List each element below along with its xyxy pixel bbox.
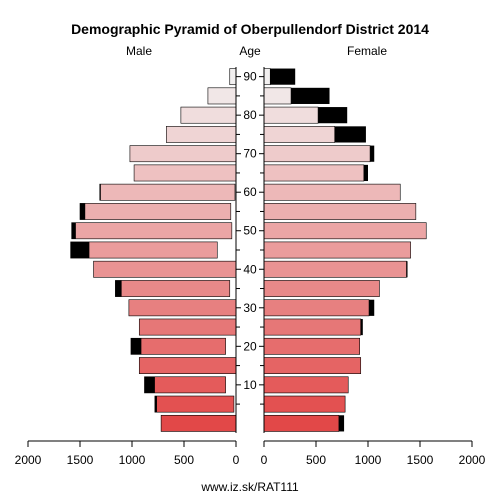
female-surplus-70-74 [370,145,375,162]
male-bar-25-29 [138,318,237,336]
male-bar-0-4 [160,414,237,432]
male-label: Male [126,44,152,58]
female-bar-35-39 [263,280,380,297]
male-bar-15-19 [138,357,237,374]
age-tick-label: 90 [243,70,257,84]
male-surplus-10-14 [144,376,155,393]
female-surplus-0-4 [338,415,345,432]
chart-title: Demographic Pyramid of Oberpullendorf Di… [71,21,429,37]
female-bar-85-89 [263,87,292,105]
age-label: Age [239,44,261,58]
male-surplus-20-24 [130,338,142,355]
male-x-tick-label: 1000 [119,453,146,467]
female-bar-55-59 [263,203,417,220]
female-surplus-30-34 [369,299,375,316]
male-x-tick-label: 0 [233,453,240,467]
male-surplus-60-64 [99,184,101,201]
male-x-tick-label: 500 [174,453,194,467]
age-tick-label: 80 [243,108,257,122]
footer-url: www.iz.sk/RAT111 [200,480,299,494]
female-bar-25-29 [263,318,362,336]
female-x-tick-label: 2000 [459,453,486,467]
female-x-tick-label: 0 [261,453,268,467]
age-axis: 10 20 30 40 50 60 70 80 90 [235,67,265,433]
male-bar-65-69 [133,164,237,182]
female-bar-75-79 [263,126,336,143]
male-bar-50-54 [71,222,233,240]
male-bar-5-9 [154,395,235,413]
female-bar-70-74 [263,145,371,163]
age-tick-label: 20 [243,339,257,353]
female-bars [263,68,427,432]
age-tick-label: 40 [243,262,257,276]
male-bar-10-14 [144,376,226,394]
female-bar-15-19 [263,357,362,374]
male-bar-90+ [229,68,237,86]
female-label: Female [347,44,387,58]
male-bar-30-34 [128,299,237,317]
female-bar-65-69 [263,164,365,182]
female-bar-80-84 [263,106,319,124]
female-bar-0-4 [263,414,340,432]
female-bar-50-54 [263,222,427,240]
female-bar-20-24 [263,337,360,355]
male-surplus-50-54 [71,222,76,239]
female-surplus-80-84 [318,107,348,124]
male-bars [70,68,237,432]
age-tick-label: 60 [243,185,257,199]
male-x-tick-label: 2000 [15,453,42,467]
male-bar-45-49 [70,241,218,259]
female-x-tick-label: 500 [306,453,326,467]
male-surplus-5-9 [154,396,157,413]
male-bar-55-59 [79,203,232,220]
female-surplus-40-44 [406,261,408,278]
age-tick-label: 30 [243,301,257,315]
x-axis-male: 0 500 1000 1500 2000 [15,440,240,467]
male-bar-75-79 [166,126,237,143]
male-x-tick-label: 1500 [67,453,94,467]
male-bar-20-24 [130,337,226,355]
age-tick-label: 10 [243,378,257,392]
female-surplus-25-29 [360,318,363,336]
female-bar-60-64 [263,183,401,201]
male-bar-70-74 [129,145,237,163]
age-tick-label: 70 [243,147,257,161]
female-surplus-65-69 [363,164,368,182]
male-bar-40-44 [93,260,237,278]
female-bar-30-34 [263,299,370,317]
female-bar-5-9 [263,395,346,413]
female-surplus-85-89 [291,87,330,104]
male-bar-85-89 [207,87,237,105]
male-bar-60-64 [99,183,236,201]
age-tick-label: 50 [243,224,257,238]
female-surplus-75-79 [334,126,366,143]
male-bar-80-84 [180,106,237,124]
male-surplus-35-39 [115,280,122,297]
male-surplus-45-49 [70,241,90,259]
female-bar-90+ [263,68,271,86]
female-x-tick-label: 1500 [407,453,434,467]
female-surplus-90+ [270,68,296,85]
female-bar-40-44 [263,260,407,278]
female-bar-10-14 [263,376,349,394]
female-x-tick-label: 1000 [355,453,382,467]
female-bar-45-49 [263,241,411,259]
x-axis-female: 0 500 1000 1500 2000 [261,440,486,467]
male-bar-35-39 [115,280,231,297]
male-surplus-55-59 [80,203,86,220]
